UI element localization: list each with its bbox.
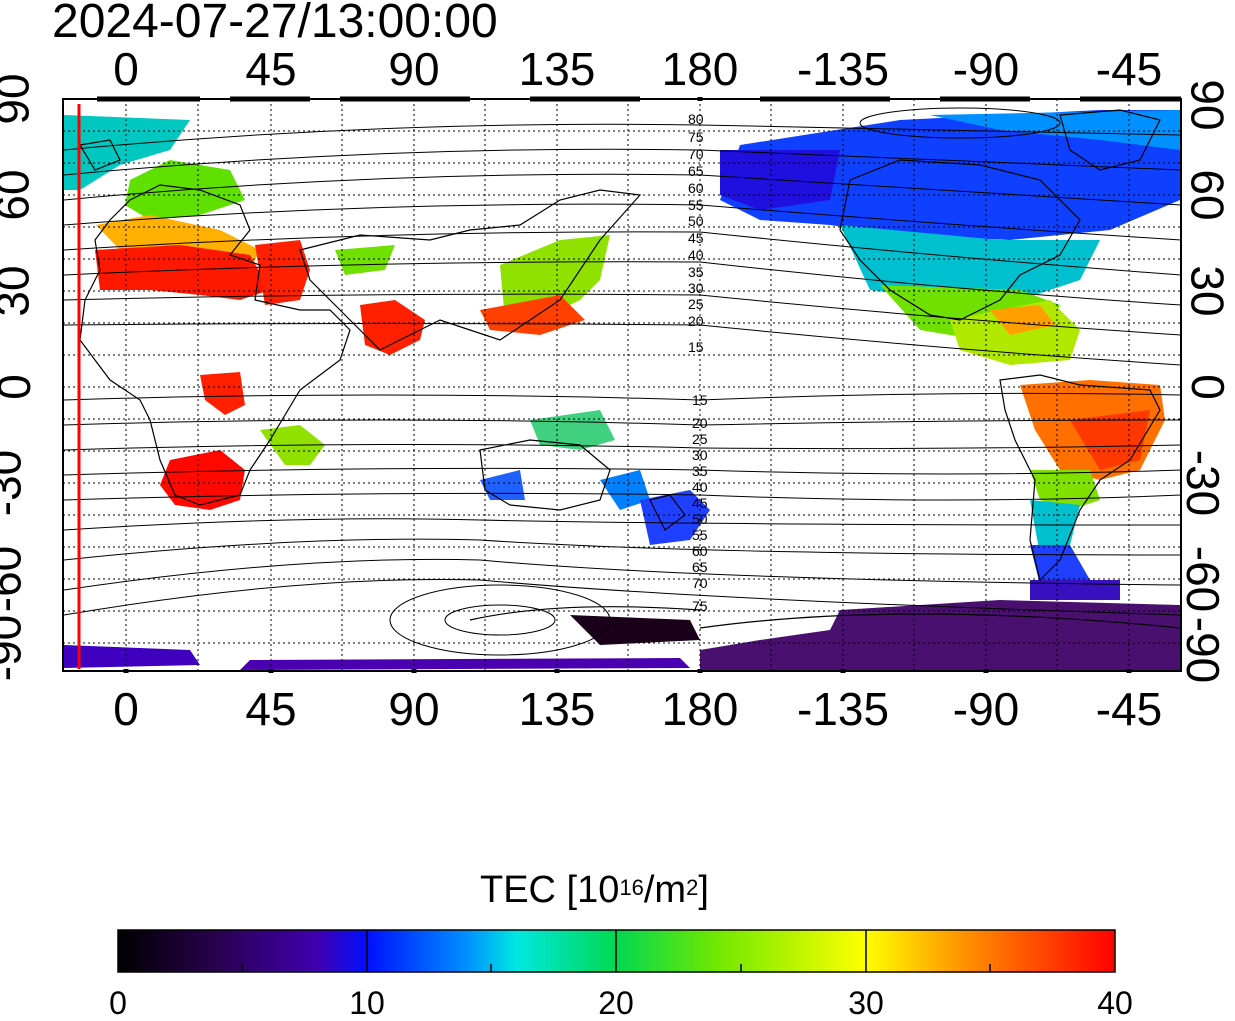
svg-text:15: 15	[692, 392, 708, 408]
y-tick-right-m90: -90	[1177, 616, 1230, 684]
y-tick-right-90: 90	[1181, 79, 1234, 131]
x-tick-bottom-180: 180	[661, 683, 739, 735]
y-tick-right-m60: -60	[1177, 545, 1230, 613]
y-tick-left-30: 30	[0, 265, 39, 317]
tec-data-layer	[64, 110, 1180, 670]
svg-text:75: 75	[692, 598, 708, 614]
svg-text:70: 70	[692, 575, 708, 591]
colorbar-tick-30: 30	[848, 985, 884, 1021]
x-tick-top-135: 135	[518, 43, 596, 95]
svg-text:35: 35	[692, 463, 708, 479]
colorbar-tick-10: 10	[349, 985, 385, 1021]
x-tick-bottom-m135: -135	[796, 683, 890, 735]
svg-text:30: 30	[688, 280, 704, 296]
svg-text:40: 40	[692, 479, 708, 495]
x-tick-top-180: 180	[661, 43, 739, 95]
x-tick-bottom-m90: -90	[952, 683, 1020, 735]
x-tick-bottom-90: 90	[388, 683, 440, 735]
svg-text:60: 60	[688, 180, 704, 196]
contour-labels-upper: 80 75 70 65 60 55 50 45 40 35 30 25 20 1…	[688, 111, 704, 355]
y-tick-right-30: 30	[1181, 265, 1234, 317]
y-tick-left-90: 90	[0, 73, 39, 125]
x-tick-top-m45: -45	[1095, 43, 1163, 95]
svg-text:55: 55	[692, 527, 708, 543]
map-title: 2024-07-27/13:00:00	[52, 0, 498, 48]
x-tick-top-0: 0	[113, 43, 139, 95]
y-tick-right-60: 60	[1181, 169, 1234, 221]
svg-text:30: 30	[692, 447, 708, 463]
colorbar-ticks	[241, 930, 991, 972]
svg-text:40: 40	[688, 247, 704, 263]
y-tick-left-m90: -90	[0, 614, 31, 682]
x-tick-top-90: 90	[388, 43, 440, 95]
svg-text:55: 55	[688, 197, 704, 213]
x-tick-bottom-135: 135	[518, 683, 596, 735]
y-tick-left-60: 60	[0, 169, 39, 221]
y-tick-right-m30: -30	[1177, 449, 1230, 517]
colorbar-tick-40: 40	[1097, 985, 1133, 1021]
y-tick-right-0: 0	[1181, 374, 1234, 400]
svg-text:20: 20	[688, 313, 704, 329]
x-tick-bottom-45: 45	[245, 683, 297, 735]
svg-text:50: 50	[688, 213, 704, 229]
svg-text:20: 20	[692, 415, 708, 431]
x-tick-top-m90: -90	[952, 43, 1020, 95]
y-tick-left-m30: -30	[0, 449, 31, 517]
x-tick-bottom-0: 0	[113, 683, 139, 735]
colorbar-tick-20: 20	[598, 985, 634, 1021]
y-tick-left-0: 0	[0, 374, 40, 400]
colorbar-tick-0: 0	[109, 985, 127, 1021]
svg-text:45: 45	[692, 495, 708, 511]
svg-text:25: 25	[692, 431, 708, 447]
x-tick-bottom-m45: -45	[1095, 683, 1163, 735]
y-tick-left-m60: -60	[0, 545, 31, 613]
svg-text:65: 65	[688, 163, 704, 179]
svg-text:35: 35	[688, 264, 704, 280]
svg-text:70: 70	[688, 146, 704, 162]
svg-text:45: 45	[688, 230, 704, 246]
svg-text:80: 80	[688, 111, 704, 127]
colorbar-title: TEC [1016/m2]	[480, 869, 709, 911]
svg-text:65: 65	[692, 559, 708, 575]
svg-text:50: 50	[692, 511, 708, 527]
x-tick-top-45: 45	[245, 43, 297, 95]
svg-text:60: 60	[692, 543, 708, 559]
contour-labels-lower: 15 20 25 30 35 40 45 50 55 60 65 70 75	[692, 392, 708, 614]
x-tick-top-m135: -135	[796, 43, 890, 95]
svg-text:15: 15	[688, 339, 704, 355]
svg-text:25: 25	[688, 296, 704, 312]
contour-lines	[63, 107, 1181, 656]
svg-text:75: 75	[688, 129, 704, 145]
coastlines	[79, 109, 1181, 629]
